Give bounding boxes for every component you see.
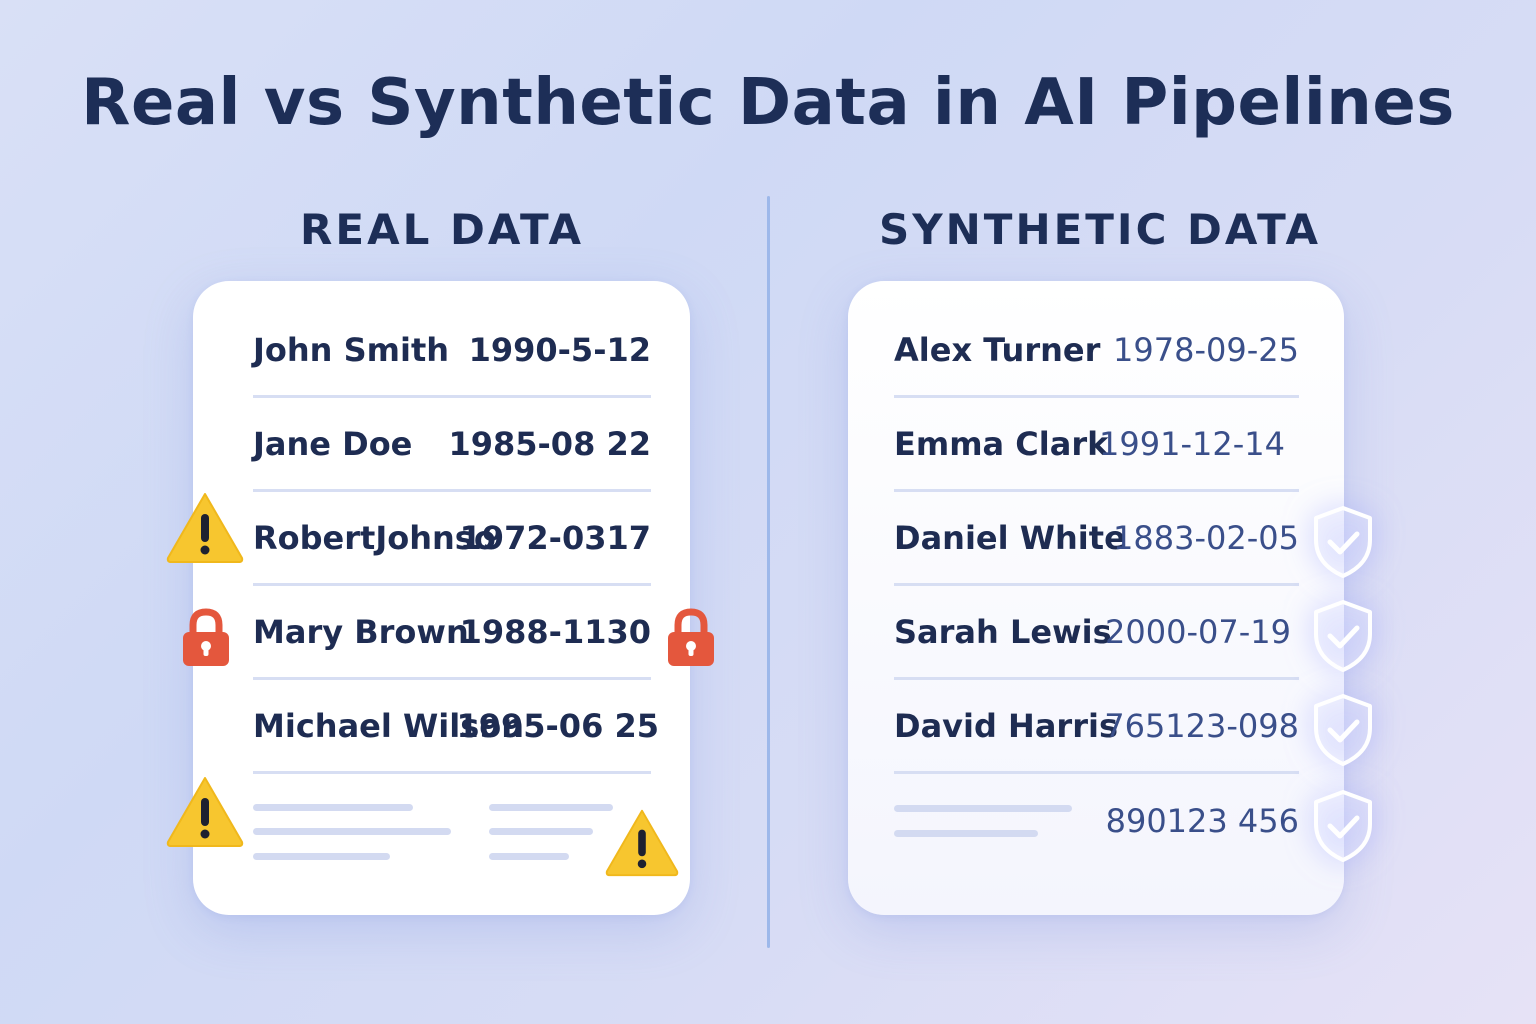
synthetic-date: 2000-07-19 [1105,612,1291,651]
real-date: 1995-06 25 [456,706,659,745]
real-name: John Smith [253,330,450,369]
placeholder-line [489,828,593,835]
real-data-heading: REAL DATA [300,205,584,254]
synthetic-name: Sarah Lewis [894,612,1112,651]
real-name: Michael Wilson [253,706,525,745]
synthetic-row: Daniel White 1883-02-05 [894,492,1299,586]
synthetic-date: 1978-09-25 [1113,330,1299,369]
placeholder-line [894,805,1072,812]
synthetic-name: Daniel White [894,518,1126,557]
real-name: Mary Brown [253,612,469,651]
padlock-icon [183,608,229,666]
real-name: Jane Doe [253,424,413,463]
real-date: 1988-1130 [459,612,651,651]
synthetic-row: Emma Clark 1991-12-14 [894,398,1299,492]
synthetic-row: Sarah Lewis 2000-07-19 [894,586,1299,680]
real-row: Jane Doe 1985-08 22 [253,398,651,492]
real-date: 1972-0317 [459,518,651,557]
shield-check-icon [1314,506,1372,578]
synthetic-row: Alex Turner 1978-09-25 [894,304,1299,398]
real-row: RobertJohnso 1972-0317 [253,492,651,586]
synthetic-data-heading: SYNTHETIC DATA [878,205,1322,254]
placeholder-line [894,830,1038,837]
real-date: 1990-5-12 [468,330,651,369]
placeholder-line [489,804,613,811]
warning-triangle-icon [166,493,244,563]
synthetic-row: 890123 456 [894,774,1299,868]
shield-check-icon [1314,694,1372,766]
warning-triangle-icon [166,777,244,847]
synthetic-name: Alex Turner [894,330,1101,369]
real-name: RobertJohnso [253,518,496,557]
synthetic-date: 1991-12-14 [1099,424,1285,463]
real-data-card: John Smith 1990-5-12 Jane Doe 1985-08 22… [193,281,690,915]
placeholder-line [489,853,569,860]
shield-check-icon [1314,600,1372,672]
padlock-icon [668,608,714,666]
synthetic-name: Emma Clark [894,424,1109,463]
synthetic-name: David Harris [894,706,1118,745]
real-row: John Smith 1990-5-12 [253,304,651,398]
column-divider [767,196,770,948]
real-row: Michael Wilson 1995-06 25 [253,680,659,774]
synthetic-row: David Harris 765123-098 [894,680,1299,774]
placeholder-line [253,804,413,811]
synthetic-date: 765123-098 [1104,706,1299,745]
page-title: Real vs Synthetic Data in AI Pipelines [81,66,1455,140]
real-date: 1985-08 22 [448,424,651,463]
synthetic-date: 890123 456 [1105,802,1299,840]
placeholder-line [253,853,390,860]
real-row: Mary Brown 1988-1130 [253,586,651,680]
shield-check-icon [1314,790,1372,862]
synthetic-data-card: Alex Turner 1978-09-25 Emma Clark 1991-1… [848,281,1344,915]
synthetic-date: 1883-02-05 [1113,518,1299,557]
placeholder-line [253,828,451,835]
warning-triangle-icon [605,809,679,877]
